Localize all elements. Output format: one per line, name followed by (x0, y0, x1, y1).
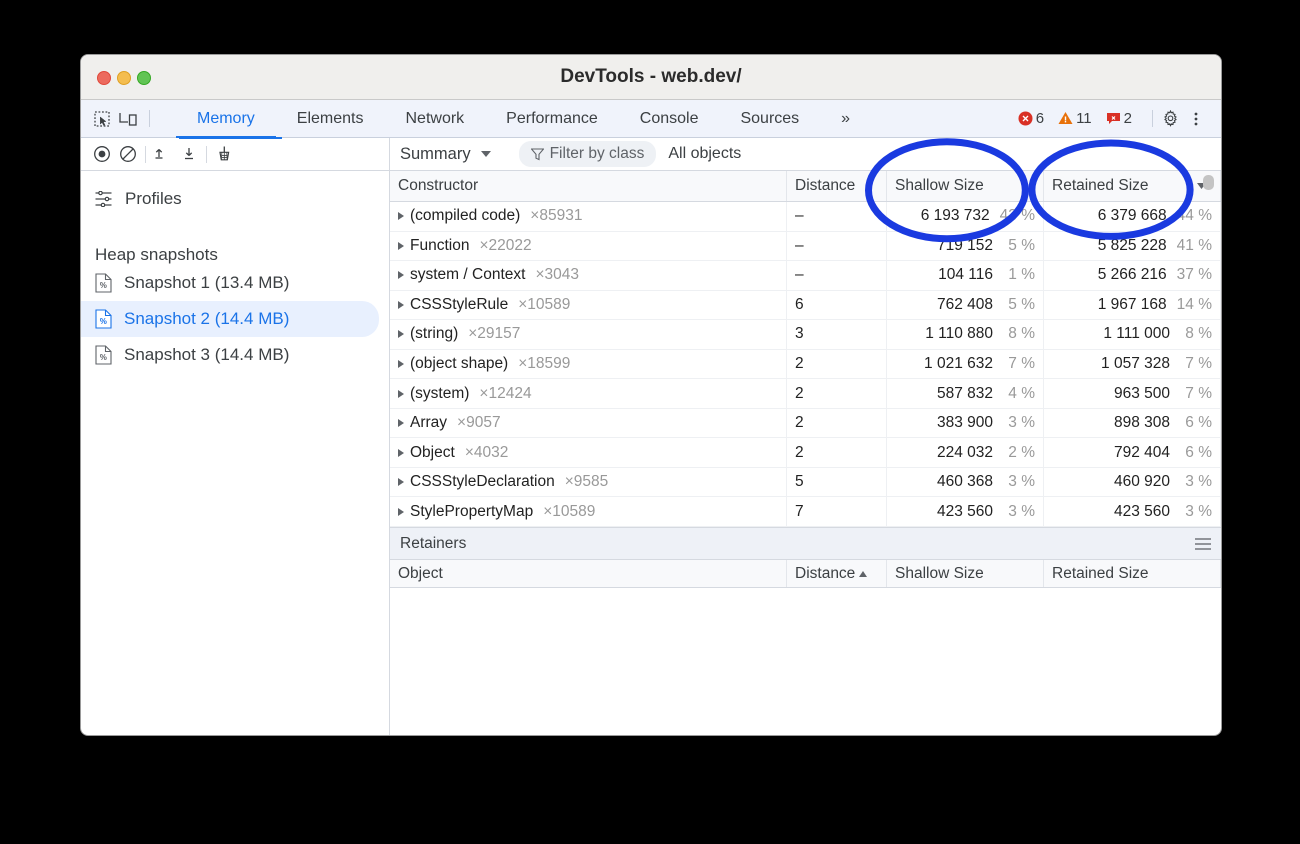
svg-text:%: % (100, 317, 107, 326)
svg-text:%: % (100, 353, 107, 362)
svg-text:%: % (100, 281, 107, 290)
